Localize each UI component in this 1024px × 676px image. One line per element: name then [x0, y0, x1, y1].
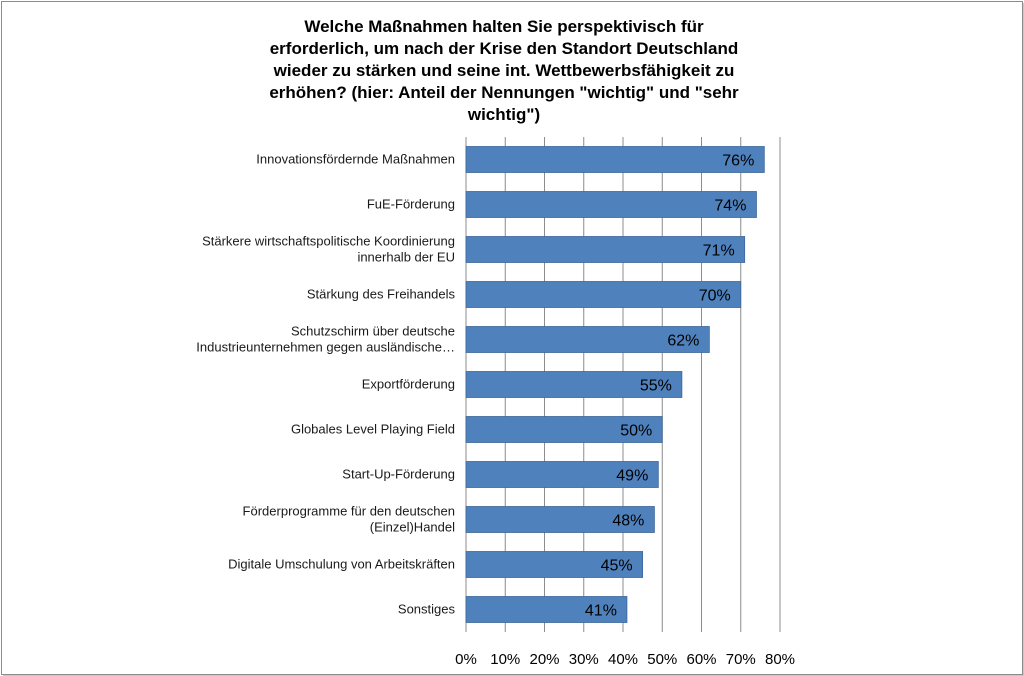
x-tick-labels: 0% 10% 20% 30% 40% 50% 60% 70% 80%	[455, 651, 795, 668]
category-label: Stärkere wirtschaftspolitische Koordinie…	[202, 234, 455, 265]
x-tick-label: 30%	[569, 651, 599, 668]
category-label: Digitale Umschulung von Arbeitskräften	[228, 557, 455, 572]
category-label-line: innerhalb der EU	[357, 250, 455, 265]
x-tick-label: 40%	[608, 651, 638, 668]
data-label: 74%	[714, 198, 746, 215]
category-label-line: Industrieunternehmen gegen ausländische…	[196, 340, 455, 355]
category-label: FuE-Förderung	[367, 197, 455, 212]
x-tick-label: 50%	[647, 651, 677, 668]
data-label: 62%	[667, 333, 699, 350]
category-label: Sonstiges	[398, 602, 456, 617]
data-label: 48%	[612, 513, 644, 530]
data-label: 55%	[640, 378, 672, 395]
x-tick-label: 0%	[455, 651, 477, 668]
data-label: 71%	[703, 243, 735, 260]
category-label-line: Stärkung des Freihandels	[307, 287, 456, 302]
category-label-line: Stärkere wirtschaftspolitische Koordinie…	[202, 234, 455, 249]
data-label: 76%	[722, 153, 754, 170]
category-label: Exportförderung	[362, 377, 455, 392]
category-label-line: Globales Level Playing Field	[291, 422, 455, 437]
category-label-line: Start-Up-Förderung	[342, 467, 455, 482]
category-label: Innovationsfördernde Maßnahmen	[256, 152, 455, 167]
category-label: Förderprogramme für den deutschen (Einzel…	[243, 504, 456, 535]
category-labels: Innovationsfördernde Maßnahmen FuE-Förder…	[196, 152, 455, 617]
category-label-line: Exportförderung	[362, 377, 455, 392]
x-tick-label: 10%	[490, 651, 520, 668]
category-label-line: Förderprogramme für den deutschen	[243, 504, 455, 519]
data-label: 70%	[699, 288, 731, 305]
x-tick-label: 80%	[765, 651, 795, 668]
category-label: Schutzschirm über deutsche Industrieunter…	[196, 324, 455, 355]
category-label: Stärkung des Freihandels	[307, 287, 456, 302]
data-label: 49%	[616, 468, 648, 485]
category-label: Start-Up-Förderung	[342, 467, 455, 482]
x-tick-label: 60%	[686, 651, 716, 668]
data-label: 41%	[585, 603, 617, 620]
data-label: 45%	[601, 558, 633, 575]
category-label-line: Schutzschirm über deutsche	[291, 324, 455, 339]
x-tick-label: 20%	[529, 651, 559, 668]
x-tick-label: 70%	[726, 651, 756, 668]
category-label-line: Digitale Umschulung von Arbeitskräften	[228, 557, 455, 572]
category-label-line: Innovationsfördernde Maßnahmen	[256, 152, 455, 167]
data-label: 50%	[620, 423, 652, 440]
bar	[466, 192, 756, 218]
category-label: Globales Level Playing Field	[291, 422, 455, 437]
bars	[466, 147, 764, 623]
category-label-line: Sonstiges	[398, 602, 456, 617]
bar	[466, 147, 764, 173]
category-label-line: (Einzel)Handel	[370, 520, 455, 535]
category-label-line: FuE-Förderung	[367, 197, 455, 212]
